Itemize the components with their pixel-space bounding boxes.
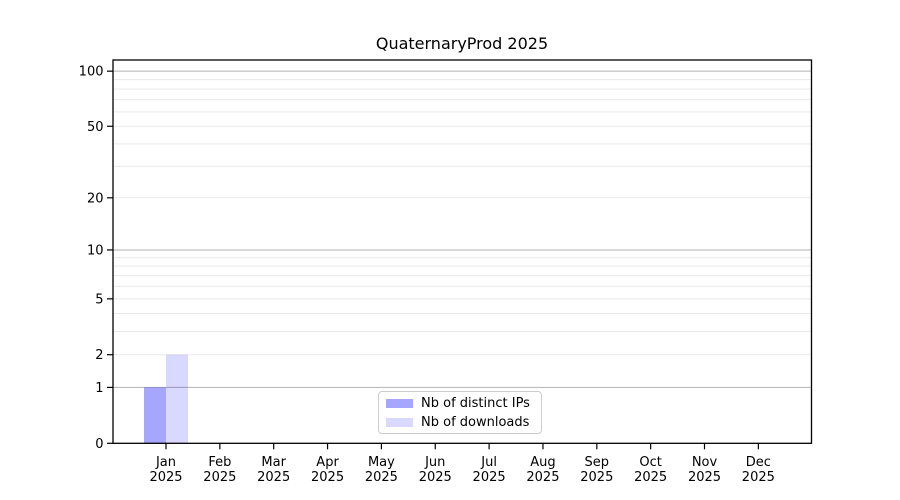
legend-swatch-downloads	[386, 417, 413, 427]
x-tick-label-year: 2025	[473, 470, 506, 485]
x-tick-label-month: Mar	[261, 455, 286, 470]
x-tick-label-year: 2025	[742, 470, 775, 485]
plot-spines	[112, 59, 813, 444]
x-tick-label-month: Oct	[639, 455, 661, 470]
bar-downloads	[166, 354, 188, 444]
x-tick-label-month: Nov	[692, 455, 718, 470]
y-tick-label: 10	[87, 243, 104, 258]
legend-swatch-distinct-ips	[386, 398, 413, 408]
x-tick-label-year: 2025	[203, 470, 236, 485]
x-tick-label-month: Aug	[530, 455, 555, 470]
x-tick-label-month: Jul	[480, 455, 497, 470]
x-tick-label-year: 2025	[580, 470, 613, 485]
x-tick-label-year: 2025	[257, 470, 290, 485]
legend-label-downloads: Nb of downloads	[421, 414, 530, 430]
x-tick-label-month: Feb	[208, 455, 231, 470]
x-tick-label-year: 2025	[688, 470, 721, 485]
legend: Nb of distinct IPs Nb of downloads	[378, 391, 542, 434]
chart-title: QuaternaryProd 2025	[375, 34, 549, 53]
legend-item-downloads: Nb of downloads	[386, 414, 535, 431]
y-tick-label: 50	[87, 120, 104, 135]
x-tick-label-year: 2025	[634, 470, 667, 485]
legend-label-distinct-ips: Nb of distinct IPs	[421, 395, 530, 411]
x-tick-label-year: 2025	[526, 470, 559, 485]
x-tick-label-year: 2025	[365, 470, 398, 485]
y-tick-label: 5	[95, 292, 103, 307]
x-tick-label-month: Jan	[155, 455, 176, 470]
x-tick-label-year: 2025	[311, 470, 344, 485]
x-tick-label-year: 2025	[419, 470, 452, 485]
y-tick-label: 0	[95, 437, 103, 452]
x-tick-label-month: Jun	[424, 455, 445, 470]
y-tick-label: 20	[87, 191, 104, 206]
y-tick-label: 1	[95, 381, 103, 396]
legend-item-distinct-ips: Nb of distinct IPs	[386, 395, 535, 412]
bar-distinct-ips	[144, 387, 166, 444]
x-tick-label-year: 2025	[149, 470, 182, 485]
y-tick-label: 2	[95, 348, 103, 363]
x-tick-label-month: May	[368, 455, 395, 470]
x-tick-label-month: Sep	[585, 455, 610, 470]
x-tick-label-month: Apr	[316, 455, 339, 470]
x-tick-label-month: Dec	[746, 455, 771, 470]
y-tick-label: 100	[79, 65, 104, 80]
